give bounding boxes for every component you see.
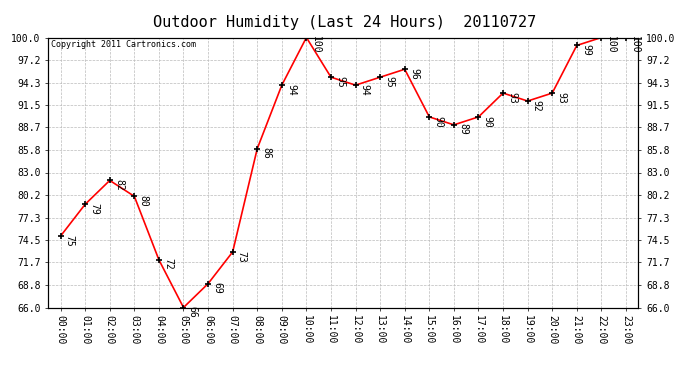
Text: 66: 66 bbox=[188, 306, 197, 318]
Text: 75: 75 bbox=[65, 235, 75, 246]
Text: 69: 69 bbox=[213, 282, 222, 294]
Text: 90: 90 bbox=[482, 116, 493, 127]
Text: 89: 89 bbox=[458, 123, 468, 135]
Text: 90: 90 bbox=[433, 116, 444, 127]
Text: 93: 93 bbox=[507, 92, 518, 104]
Text: 92: 92 bbox=[532, 100, 542, 111]
Text: 100: 100 bbox=[310, 36, 321, 54]
Text: 79: 79 bbox=[89, 203, 99, 214]
Text: 73: 73 bbox=[237, 251, 247, 262]
Text: Outdoor Humidity (Last 24 Hours)  20110727: Outdoor Humidity (Last 24 Hours) 2011072… bbox=[153, 15, 537, 30]
Text: 94: 94 bbox=[286, 84, 296, 96]
Text: 93: 93 bbox=[556, 92, 566, 104]
Text: 80: 80 bbox=[139, 195, 148, 207]
Text: 100: 100 bbox=[630, 36, 640, 54]
Text: 95: 95 bbox=[384, 76, 394, 88]
Text: 100: 100 bbox=[606, 36, 615, 54]
Text: 72: 72 bbox=[163, 258, 173, 270]
Text: 82: 82 bbox=[114, 179, 124, 191]
Text: Copyright 2011 Cartronics.com: Copyright 2011 Cartronics.com bbox=[51, 40, 196, 49]
Text: 95: 95 bbox=[335, 76, 345, 88]
Text: 94: 94 bbox=[359, 84, 370, 96]
Text: 86: 86 bbox=[262, 147, 271, 159]
Text: 96: 96 bbox=[409, 68, 419, 80]
Text: 99: 99 bbox=[581, 44, 591, 56]
